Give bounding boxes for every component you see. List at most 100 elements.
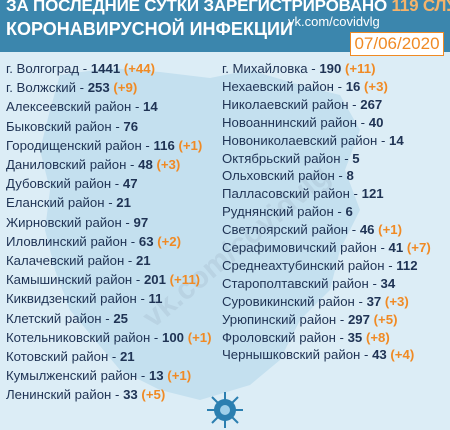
new-cases: (+3) (156, 157, 181, 172)
district-row: Кумылженский район - 13 (+1) (6, 368, 192, 384)
district-row: г. Михайловка - 190 (+11) (222, 61, 376, 76)
new-cases: (+1) (187, 329, 212, 345)
district-row: Еланский район - 21 (6, 195, 131, 211)
district-name: Руднянский район (222, 204, 334, 220)
district-row: Дубовский район - 47 (6, 176, 138, 192)
district-row: Октябрьский район - 5 (222, 150, 360, 166)
district-row: Даниловский район - 48 (+3) (6, 157, 181, 172)
case-total: 14 (143, 99, 158, 115)
district-name: Еланский район (6, 195, 105, 211)
case-total: 21 (116, 195, 131, 211)
case-total: 43 (372, 347, 387, 363)
case-total: 63 (138, 233, 154, 249)
district-row: Котовский район - 21 (6, 349, 135, 364)
case-total: 25 (113, 310, 128, 326)
district-row: Фроловский район - 35 (+8) (222, 329, 390, 345)
district-row: Старополтавский район - 34 (222, 275, 396, 291)
case-total: 47 (122, 176, 138, 192)
district-row: Ленинский район - 33 (+5) (6, 387, 166, 403)
new-cases: (+9) (113, 80, 138, 96)
district-name: Алексеевский район (6, 99, 132, 115)
case-total: 201 (143, 272, 166, 288)
case-count: 119 СЛУЧАЕВ (391, 0, 450, 15)
district-row: Городищенский район - 116 (+1) (6, 137, 203, 153)
new-cases: (+44) (123, 61, 155, 76)
case-total: 297 (347, 311, 370, 327)
case-total: 37 (366, 293, 382, 309)
new-cases: (+11) (169, 272, 201, 288)
district-name: Ленинский район (6, 387, 112, 403)
case-total: 33 (123, 387, 138, 403)
district-row: Киквидзенский район - 11 (6, 291, 163, 307)
district-name: Палласовский район (222, 186, 350, 202)
district-row: Клетский район - 25 (6, 310, 128, 326)
district-name: Старополтавский район (222, 275, 369, 291)
case-total: 48 (138, 157, 153, 172)
district-name: Быковский район (6, 118, 112, 134)
district-row: Палласовский район - 121 (222, 186, 384, 202)
case-total: 121 (361, 186, 384, 202)
district-name: Калачевский район (6, 253, 125, 268)
case-total: 112 (396, 257, 418, 273)
case-total: 16 (345, 78, 361, 94)
case-total: 267 (360, 96, 383, 112)
case-total: 11 (148, 291, 163, 307)
new-cases: (+1) (167, 368, 192, 384)
district-row: Светлоярский район - 46 (+1) (222, 222, 402, 238)
district-row: г. Волжский - 253 (+9) (6, 80, 138, 96)
district-name: Суровикинский район (222, 293, 355, 309)
district-name: Ольховский район (222, 168, 335, 184)
case-total: 76 (123, 118, 139, 134)
district-row: Урюпинский район - 297 (+5) (222, 311, 398, 327)
headline: ЗА ПОСЛЕДНИЕ СУТКИ ЗАРЕГИСТРИРОВАНО 119 … (6, 0, 450, 16)
new-cases: (+7) (406, 240, 431, 255)
case-total: 253 (87, 80, 110, 96)
district-row: Серафимовичский район - 41 (+7) (222, 240, 431, 255)
case-total: 97 (133, 214, 149, 230)
district-row: Суровикинский район - 37 (+3) (222, 293, 409, 309)
new-cases: (+5) (373, 311, 398, 327)
district-name: Городищенский район (6, 137, 142, 153)
district-name: г. Волжский (6, 80, 76, 96)
district-name: Урюпинский район (222, 311, 337, 327)
district-name: Киквидзенский район (6, 291, 137, 307)
district-name: Николаевский район (222, 96, 349, 112)
case-total: 1441 (90, 61, 121, 76)
headline-text: ЗА ПОСЛЕДНИЕ СУТКИ ЗАРЕГИСТРИРОВАНО (6, 0, 388, 15)
case-total: 6 (345, 204, 353, 220)
district-name: Жирновский район (6, 214, 122, 230)
district-name: Котельниковский район (6, 329, 151, 345)
virus-icon (207, 392, 243, 428)
district-name: Котовский район (6, 349, 109, 364)
district-name: Кумылженский район (6, 368, 138, 384)
case-total: 116 (153, 137, 175, 153)
district-row: г. Волгоград - 1441 (+44) (6, 61, 155, 76)
case-total: 46 (359, 222, 375, 238)
district-name: Камышинский район (6, 272, 133, 288)
case-total: 41 (388, 240, 404, 255)
district-row: Новоаннинский район - 40 (222, 114, 384, 130)
district-name: Среднеахтубинский район (222, 257, 385, 273)
district-name: Чернышковский район (222, 347, 361, 363)
district-row: Николаевский район - 267 (222, 96, 383, 112)
new-cases: (+2) (157, 233, 182, 249)
district-name: Иловлинский район (6, 233, 128, 249)
case-total: 34 (380, 275, 396, 291)
case-total: 190 (319, 61, 342, 76)
district-row: Жирновский район - 97 (6, 214, 149, 230)
case-total: 35 (347, 329, 363, 345)
district-name: Серафимовичский район (222, 240, 377, 255)
district-name: Дубовский район (6, 176, 112, 192)
district-name: Светлоярский район (222, 222, 349, 238)
new-cases: (+8) (365, 329, 390, 345)
case-total: 40 (368, 114, 384, 130)
district-row: Чернышковский район - 43 (+4) (222, 347, 415, 363)
new-cases: (+11) (345, 61, 376, 76)
new-cases: (+1) (378, 222, 402, 238)
district-row: Ольховский район - 8 (222, 168, 354, 184)
case-total: 5 (352, 150, 360, 166)
case-total: 8 (346, 168, 354, 184)
new-cases: (+3) (364, 78, 388, 94)
case-total: 21 (135, 253, 151, 268)
